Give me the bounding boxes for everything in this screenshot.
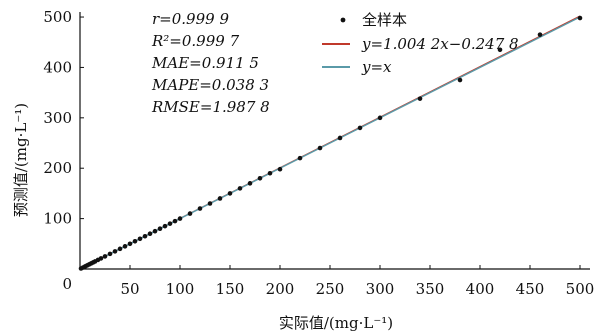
legend-marker-samples [340, 17, 346, 23]
x-tick-label: 150 [216, 280, 245, 298]
y-axis-label: 预测值/(mg·L⁻¹) [12, 103, 30, 217]
y-tick-label: 0 [62, 275, 72, 293]
data-point [377, 115, 383, 121]
legend-label-identity: y=x [361, 58, 392, 76]
data-point [577, 15, 583, 21]
data-point [207, 201, 213, 206]
data-point [132, 238, 138, 244]
plot-area: 50 100 150 200 250 300 350 400 450 500 0 100 200 300… [43, 8, 594, 298]
legend-label-samples: 全样本 [362, 11, 407, 29]
x-tick-label: 500 [566, 280, 595, 298]
data-point [267, 170, 273, 176]
data-point [187, 211, 193, 216]
data-point [237, 186, 243, 191]
data-point [337, 135, 343, 141]
data-point [152, 228, 158, 234]
x-ticks: 50 100 150 200 250 300 350 400 450 500 [79, 265, 595, 298]
y-ticks: 0 100 200 300 400 500 [43, 8, 84, 293]
y-tick-label: 100 [43, 210, 72, 228]
data-point [357, 125, 363, 131]
data-point [177, 216, 183, 221]
data-point [417, 96, 423, 101]
data-point [98, 256, 104, 261]
data-point [142, 233, 148, 239]
x-axis-label: 实际值/(mg·L⁻¹) [279, 314, 393, 332]
data-point [162, 223, 168, 229]
data-point [197, 206, 203, 211]
legend-label-fit: y=1.004 2x−0.247 8 [361, 35, 519, 53]
data-point [297, 155, 303, 161]
x-tick-label: 450 [516, 280, 545, 298]
data-point [117, 246, 123, 252]
data-point [172, 218, 178, 224]
data-point [102, 254, 108, 259]
y-tick-label: 200 [43, 159, 72, 177]
data-point [112, 249, 118, 254]
x-tick-label: 400 [466, 280, 495, 298]
data-point [497, 47, 503, 53]
y-tick-label: 400 [43, 58, 72, 76]
legend: 全样本 y=1.004 2x−0.247 8 y=x [322, 11, 519, 76]
data-point [122, 244, 128, 249]
data-point [217, 196, 223, 201]
data-point [147, 231, 153, 237]
data-point [457, 77, 463, 83]
stat-mae: MAE=0.911 5 [151, 54, 259, 72]
stat-r2: R²=0.999 7 [151, 32, 240, 50]
stat-mape: MAPE=0.038 3 [151, 76, 269, 94]
y-tick-label: 300 [43, 109, 72, 127]
data-point [107, 251, 113, 257]
stat-r: r=0.999 9 [152, 10, 229, 28]
data-point [167, 221, 173, 226]
data-point [537, 32, 543, 37]
x-tick-label: 100 [166, 280, 195, 298]
data-point [277, 166, 283, 172]
stats-annotation: r=0.999 9 R²=0.999 7 MAE=0.911 5 MAPE=0.… [151, 10, 270, 116]
x-tick-label: 250 [316, 280, 345, 298]
data-point [247, 181, 253, 186]
x-tick-label: 50 [120, 280, 139, 298]
data-point [127, 241, 133, 247]
x-tick-label: 350 [416, 280, 445, 298]
x-tick-label: 200 [266, 280, 295, 298]
data-point [257, 175, 263, 181]
x-tick-label: 300 [366, 280, 395, 298]
series-points [78, 15, 583, 271]
data-point [157, 226, 163, 231]
data-point [137, 236, 143, 242]
data-point [227, 191, 233, 196]
stat-rmse: RMSE=1.987 8 [151, 98, 270, 116]
y-tick-label: 500 [43, 8, 72, 26]
data-point [317, 145, 323, 151]
